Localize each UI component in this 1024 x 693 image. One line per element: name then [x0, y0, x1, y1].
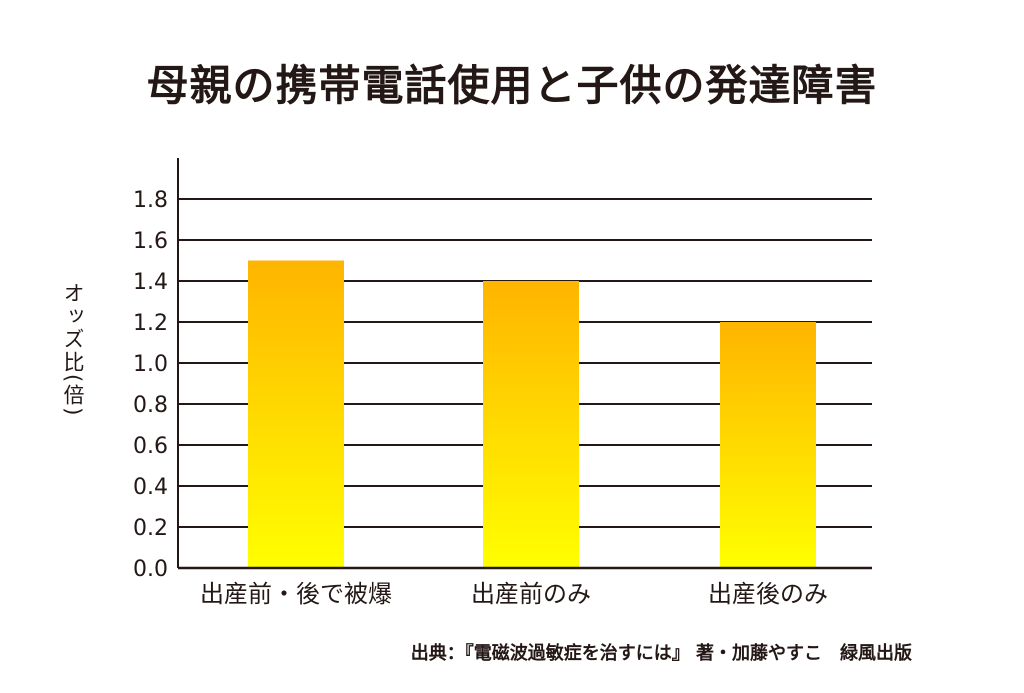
category-label: 出産前のみ	[471, 580, 591, 608]
y-tick-label: 1.6	[133, 229, 168, 254]
y-tick-label: 0.8	[133, 393, 168, 418]
bar	[248, 260, 344, 568]
category-label: 出産前・後で被爆	[200, 580, 392, 608]
y-tick-label: 1.0	[133, 352, 168, 377]
bar	[720, 322, 816, 568]
bar	[483, 281, 579, 568]
y-tick-label: 0.0	[133, 557, 168, 582]
y-tick-label: 0.2	[133, 516, 168, 541]
y-tick-label: 1.4	[133, 270, 168, 295]
source-citation: 出典：『電磁波過敏症を治すには』 著・加藤やすこ 緑風出版	[410, 643, 912, 664]
y-tick-label: 0.4	[133, 475, 168, 500]
y-tick-label: 1.8	[133, 188, 168, 213]
y-tick-label: 0.6	[133, 434, 168, 459]
y-axis-label: オッズ比(倍)	[61, 282, 85, 418]
chart-title: 母親の携帯電話使用と子供の発達障害	[146, 61, 878, 110]
category-label: 出産後のみ	[708, 580, 828, 608]
y-tick-label: 1.2	[133, 311, 168, 336]
